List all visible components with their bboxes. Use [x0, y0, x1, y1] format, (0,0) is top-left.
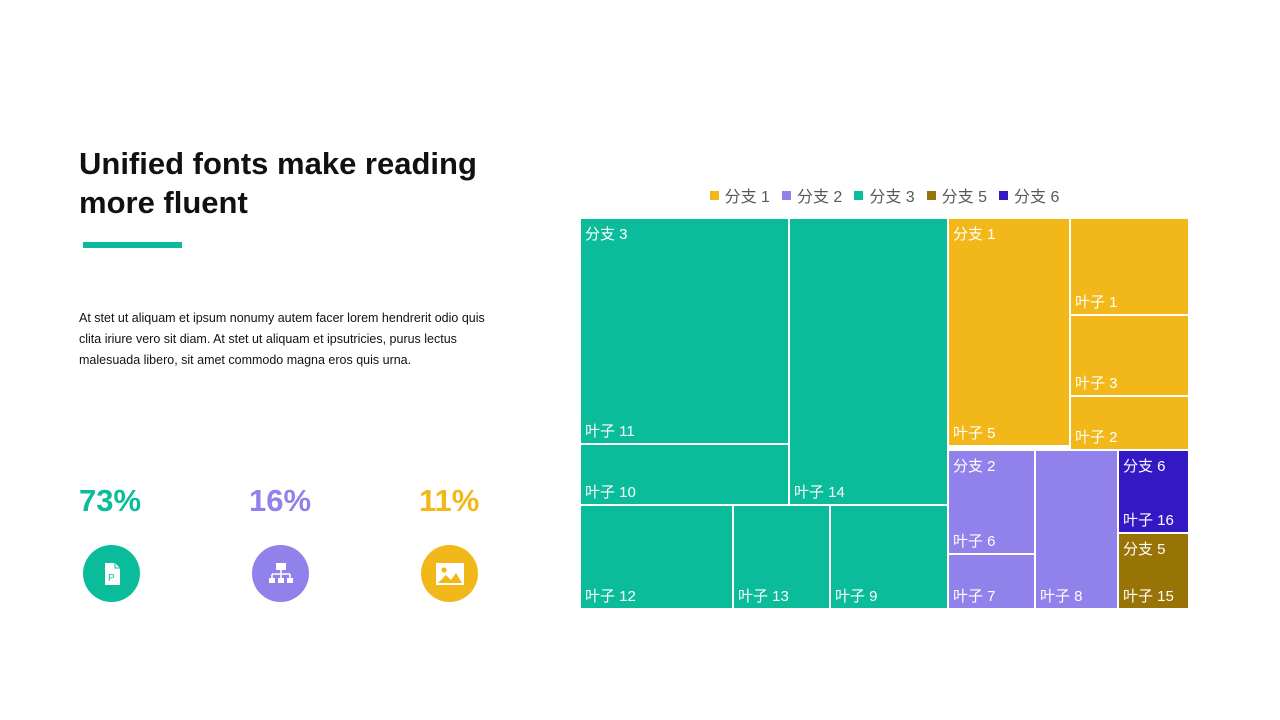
treemap-leaf: 叶子 6: [948, 450, 1035, 554]
title-line-2: more fluent: [79, 185, 248, 220]
treemap-leaf-label: 叶子 9: [835, 588, 878, 605]
image-icon: [435, 562, 464, 585]
stat-icon-circle-3: [421, 545, 478, 602]
page-title: Unified fonts make reading more fluent: [79, 144, 519, 222]
legend-swatch: [709, 190, 719, 200]
svg-text:P: P: [108, 573, 115, 584]
treemap-leaf-label: 叶子 15: [1123, 588, 1174, 605]
treemap-leaf: 叶子 12: [580, 505, 733, 609]
hierarchy-icon: [268, 562, 293, 583]
treemap-leaf-label: 叶子 10: [585, 484, 636, 501]
treemap-leaf-label: 叶子 7: [953, 588, 996, 605]
legend-label: 分支 5: [941, 189, 988, 206]
document-icon: P: [104, 562, 120, 585]
treemap-branch-label: 分支 2: [953, 458, 996, 475]
treemap-leaf-label: 叶子 14: [794, 484, 845, 501]
treemap-leaf: 叶子 1: [1070, 218, 1189, 315]
legend-item: 分支 2: [781, 183, 843, 207]
treemap-leaf-label: 叶子 6: [953, 533, 996, 550]
title-accent-bar: [83, 242, 182, 248]
treemap-leaf-label: 叶子 13: [738, 588, 789, 605]
treemap-leaf-label: 叶子 5: [953, 425, 996, 442]
body-paragraph: At stet ut aliquam et ipsum nonumy autem…: [79, 311, 485, 367]
treemap-leaf-label: 叶子 16: [1123, 512, 1174, 529]
treemap-leaf-label: 叶子 3: [1075, 375, 1118, 392]
stat-value-3: 11%: [419, 483, 480, 518]
treemap-leaf: 叶子 3: [1070, 315, 1189, 396]
treemap-leaf: 叶子 14: [789, 218, 948, 505]
legend-item: 分支 5: [926, 183, 988, 207]
treemap-leaf-label: 叶子 1: [1075, 294, 1118, 311]
legend-swatch: [781, 190, 791, 200]
treemap-leaf-label: 叶子 2: [1075, 429, 1118, 446]
treemap-branch-label: 分支 1: [953, 226, 996, 243]
stat-icon-circle-1: P: [83, 545, 140, 602]
treemap-leaf-label: 叶子 11: [585, 423, 635, 440]
legend-label: 分支 6: [1014, 189, 1060, 206]
treemap-chart: 叶子 11 叶子 14 叶子 12 叶子 10 叶子 13 叶子 9 分支 3 叶子 5 叶子 …: [580, 218, 1189, 609]
chart-legend: 分支 1 分支 2 分支 3 分支 5 分支 6: [580, 183, 1189, 207]
treemap-leaf-label: 叶子 12: [585, 588, 636, 605]
legend-item: 分支 1: [709, 183, 770, 207]
stat-icon-circle-2: [252, 545, 309, 602]
treemap-branch-label: 分支 3: [585, 226, 628, 243]
treemap-leaf: 叶子 16: [1118, 450, 1189, 533]
treemap-leaf: 叶子 5: [948, 218, 1070, 446]
title-line-1: Unified fonts make reading: [79, 146, 477, 181]
treemap-leaf: 叶子 8: [1035, 450, 1118, 609]
treemap-leaf: 叶子 11: [580, 218, 789, 444]
treemap-leaf: 叶子 10: [580, 444, 789, 505]
treemap-leaf: 叶子 9: [830, 505, 948, 609]
legend-label: 分支 2: [796, 189, 843, 206]
legend-item: 分支 6: [999, 183, 1059, 207]
treemap-leaf: 叶子 2: [1070, 396, 1189, 450]
legend-label: 分支 1: [724, 189, 770, 206]
treemap-leaf-label: 叶子 8: [1040, 588, 1083, 605]
treemap-branch-label: 分支 5: [1123, 541, 1166, 558]
stat-value-2: 16%: [249, 483, 312, 518]
legend-label: 分支 3: [869, 189, 915, 206]
treemap-leaf: 叶子 7: [948, 554, 1035, 609]
treemap-branch-label: 分支 6: [1123, 458, 1166, 475]
legend-swatch: [854, 190, 864, 200]
legend-swatch: [999, 190, 1009, 200]
legend-item: 分支 3: [854, 183, 915, 207]
treemap-leaf: 叶子 13: [733, 505, 830, 609]
stat-value-1: 73%: [79, 483, 142, 518]
treemap-leaf: 叶子 15: [1118, 533, 1189, 609]
legend-swatch: [926, 190, 936, 200]
